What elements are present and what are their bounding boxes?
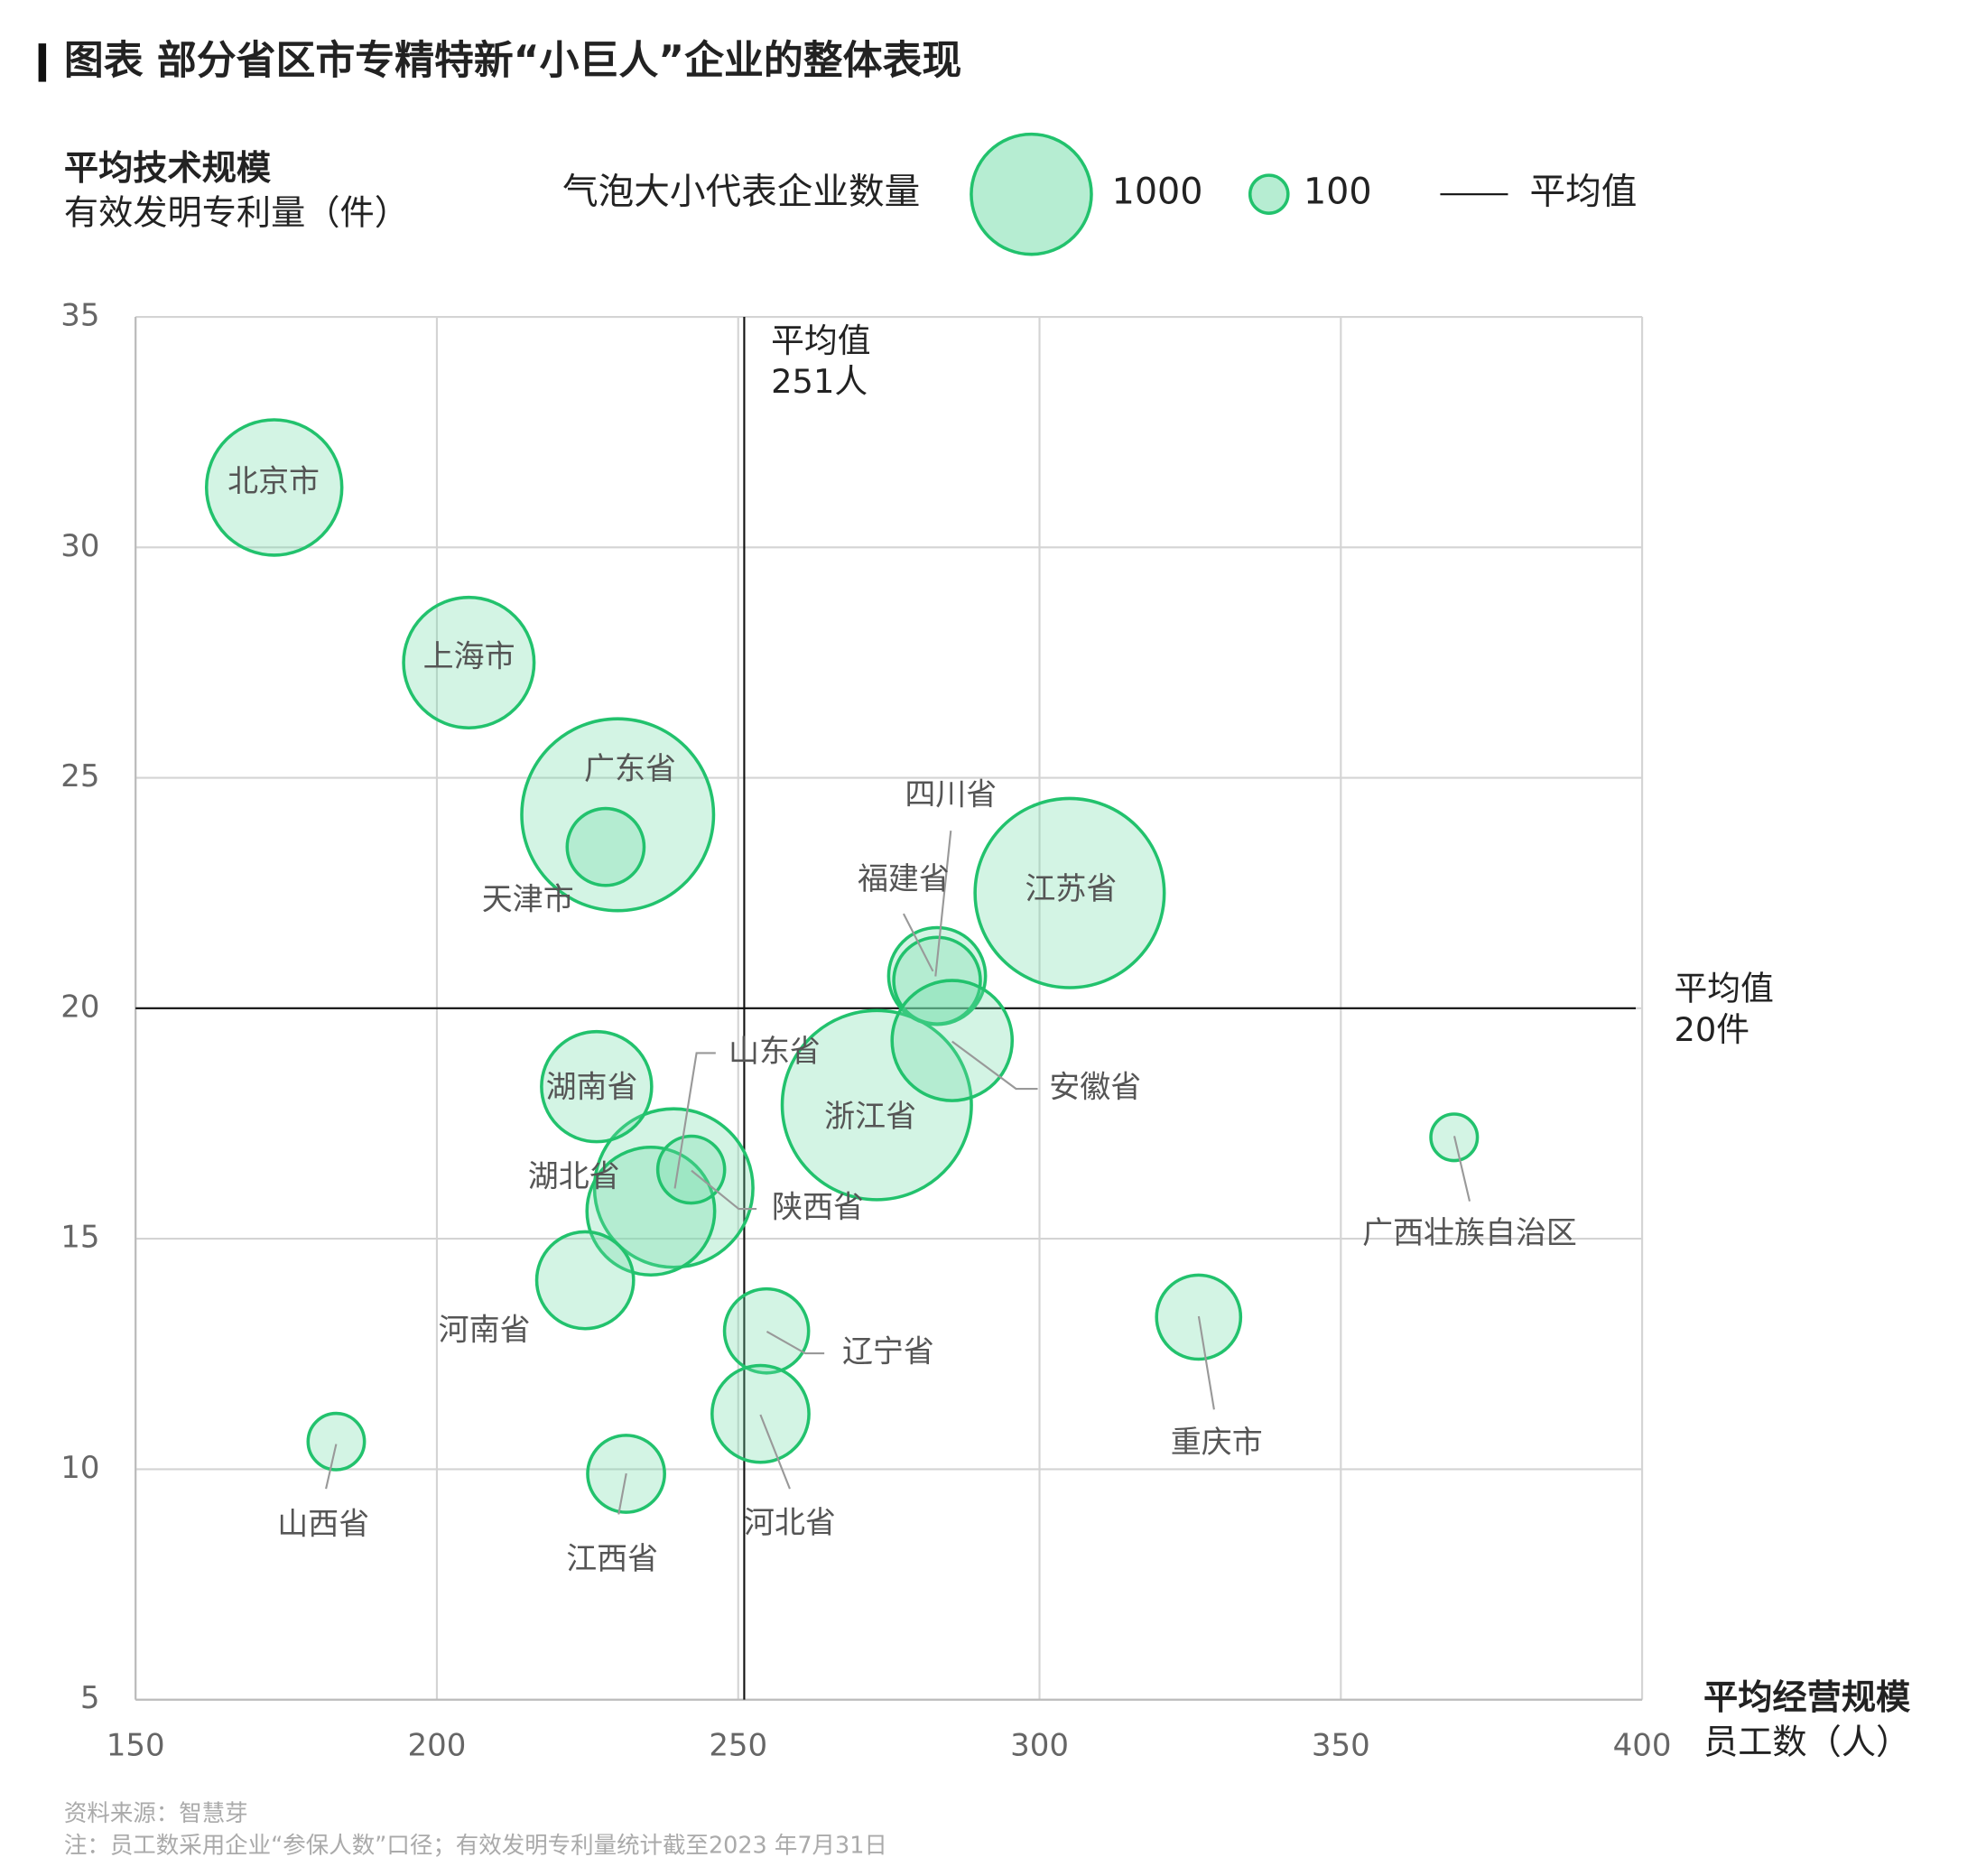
bubble [534,1230,636,1331]
leader-line [673,1052,716,1189]
bubble-label: 重庆市 [1171,1425,1263,1461]
legend-label: 1000 [1112,172,1203,213]
bubble-label: 浙江省 [824,1099,916,1135]
leader-line [902,913,934,972]
leader-line [934,830,952,977]
bubble-label: 山东省 [729,1034,821,1070]
x-tick-label: 400 [1613,1728,1672,1764]
bubble [204,418,344,557]
y-axis-title: 平均技术规模 [64,149,272,189]
y-tick-label: 5 [80,1680,100,1716]
legend-bubble [970,132,1093,256]
y-tick-label: 20 [60,989,99,1025]
bubble-label: 河南省 [439,1312,531,1348]
legend-title: 气泡大小代表企业数量 [562,172,920,213]
mean-label: 平均值 [1674,970,1773,1008]
x-tick-label: 300 [1010,1728,1069,1764]
bubble-label: 湖北省 [528,1159,620,1195]
x-tick-label: 350 [1312,1728,1370,1764]
bubble-label: 江苏省 [1025,871,1117,907]
bubble-label: 安徽省 [1049,1070,1141,1106]
x-axis-title: 平均经营规模 [1703,1678,1911,1718]
bubble-label: 北京市 [227,464,320,500]
legend-label: 100 [1304,172,1372,213]
leader-line [766,1331,825,1355]
bubble [655,1134,727,1205]
leader-line [951,1040,1038,1091]
y-tick-label: 15 [60,1220,99,1256]
bubble [710,1363,811,1464]
legend-mean-label: 平均值 [1530,172,1638,213]
bubble-label: 上海市 [423,638,515,674]
bubble [892,935,982,1026]
mean-label: 20件 [1674,1010,1749,1049]
title-bar [38,43,47,82]
y-tick-label: 25 [60,758,99,794]
bubble-label: 江西省 [566,1541,658,1577]
leader-line [325,1444,338,1490]
bubble [540,1029,654,1144]
y-tick-label: 30 [60,528,99,564]
x-tick-label: 200 [408,1728,467,1764]
leader-line [1452,1136,1471,1202]
bubble [973,796,1166,989]
x-axis-subtitle: 员工数（人） [1703,1723,1910,1763]
x-tick-label: 150 [107,1728,165,1764]
note: 注：员工数采用企业“参保人数”口径；有效发明专利量统计截至2023 年7月31日 [64,1832,887,1859]
y-tick-label: 35 [60,298,99,334]
mean-label: 251人 [771,362,868,401]
bubble-label: 福建省 [858,861,950,897]
bubble [722,1286,811,1375]
source: 资料来源：智慧芽 [64,1800,248,1827]
bubble [402,595,536,729]
leader-line [691,1169,757,1211]
x-tick-label: 250 [709,1728,767,1764]
leader-line [759,1414,791,1490]
bubble-label: 广东省 [584,751,676,787]
bubble-label: 湖南省 [546,1070,638,1106]
bubble-label: 广西壮族自治区 [1362,1215,1577,1251]
bubble-label: 辽宁省 [842,1334,934,1370]
bubble-label: 天津市 [482,881,574,917]
mean-label: 平均值 [771,321,870,360]
legend-bubble [1248,173,1290,215]
leader-line [617,1472,627,1515]
bubble [890,979,1015,1102]
bubble-label: 河北省 [744,1505,836,1541]
bubble-label: 四川省 [905,776,997,813]
y-tick-label: 10 [60,1450,99,1486]
bubble-label: 山西省 [277,1507,369,1543]
bubble [780,1008,973,1202]
chart-title: 图表 部分省区市专精特新“小巨人”企业的整体表现 [64,37,961,83]
bubble [585,1145,717,1277]
leader-line [1197,1315,1215,1410]
bubble [306,1411,367,1472]
bubble [565,806,646,887]
y-axis-subtitle: 有效发明专利量（件） [64,193,409,233]
bubble-label: 陕西省 [772,1190,864,1226]
